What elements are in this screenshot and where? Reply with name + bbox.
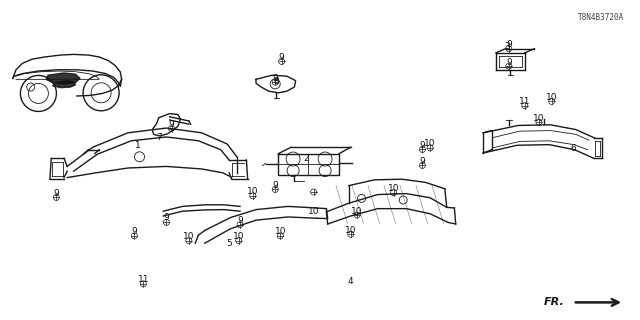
Text: T8N4B3720A: T8N4B3720A — [578, 13, 624, 22]
Text: 11: 11 — [519, 97, 531, 106]
Text: 11: 11 — [138, 276, 149, 284]
Text: 10: 10 — [183, 232, 195, 241]
Text: 9: 9 — [273, 181, 278, 190]
Text: 10: 10 — [546, 93, 557, 102]
Text: 9: 9 — [132, 228, 137, 236]
Text: 10: 10 — [233, 232, 244, 241]
Text: 9: 9 — [237, 216, 243, 225]
Text: 4: 4 — [348, 277, 353, 286]
Text: FR.: FR. — [544, 297, 564, 308]
Polygon shape — [52, 81, 76, 88]
Text: 10: 10 — [351, 207, 363, 216]
Text: 9: 9 — [506, 40, 511, 49]
Text: 9: 9 — [420, 157, 425, 166]
Text: 1: 1 — [135, 141, 140, 150]
Text: 9: 9 — [164, 213, 169, 222]
Text: 9: 9 — [506, 58, 511, 67]
Text: 7: 7 — [156, 133, 161, 142]
Polygon shape — [46, 73, 80, 84]
Text: 8: 8 — [274, 77, 279, 86]
Text: 10: 10 — [247, 188, 259, 196]
Text: 9: 9 — [54, 189, 59, 198]
Text: 9: 9 — [279, 53, 284, 62]
Text: 10: 10 — [345, 226, 356, 235]
Text: 2: 2 — [303, 154, 308, 163]
Text: 10: 10 — [308, 207, 319, 216]
Text: 9: 9 — [420, 141, 425, 150]
Text: 3: 3 — [504, 42, 509, 51]
Text: 10: 10 — [388, 184, 399, 193]
Text: 6: 6 — [570, 144, 575, 153]
Text: 10: 10 — [533, 114, 545, 123]
Text: 9: 9 — [169, 120, 174, 129]
Text: 10: 10 — [424, 140, 436, 148]
Text: 5: 5 — [227, 239, 232, 248]
Text: 10: 10 — [275, 228, 286, 236]
Text: 9: 9 — [273, 74, 278, 83]
